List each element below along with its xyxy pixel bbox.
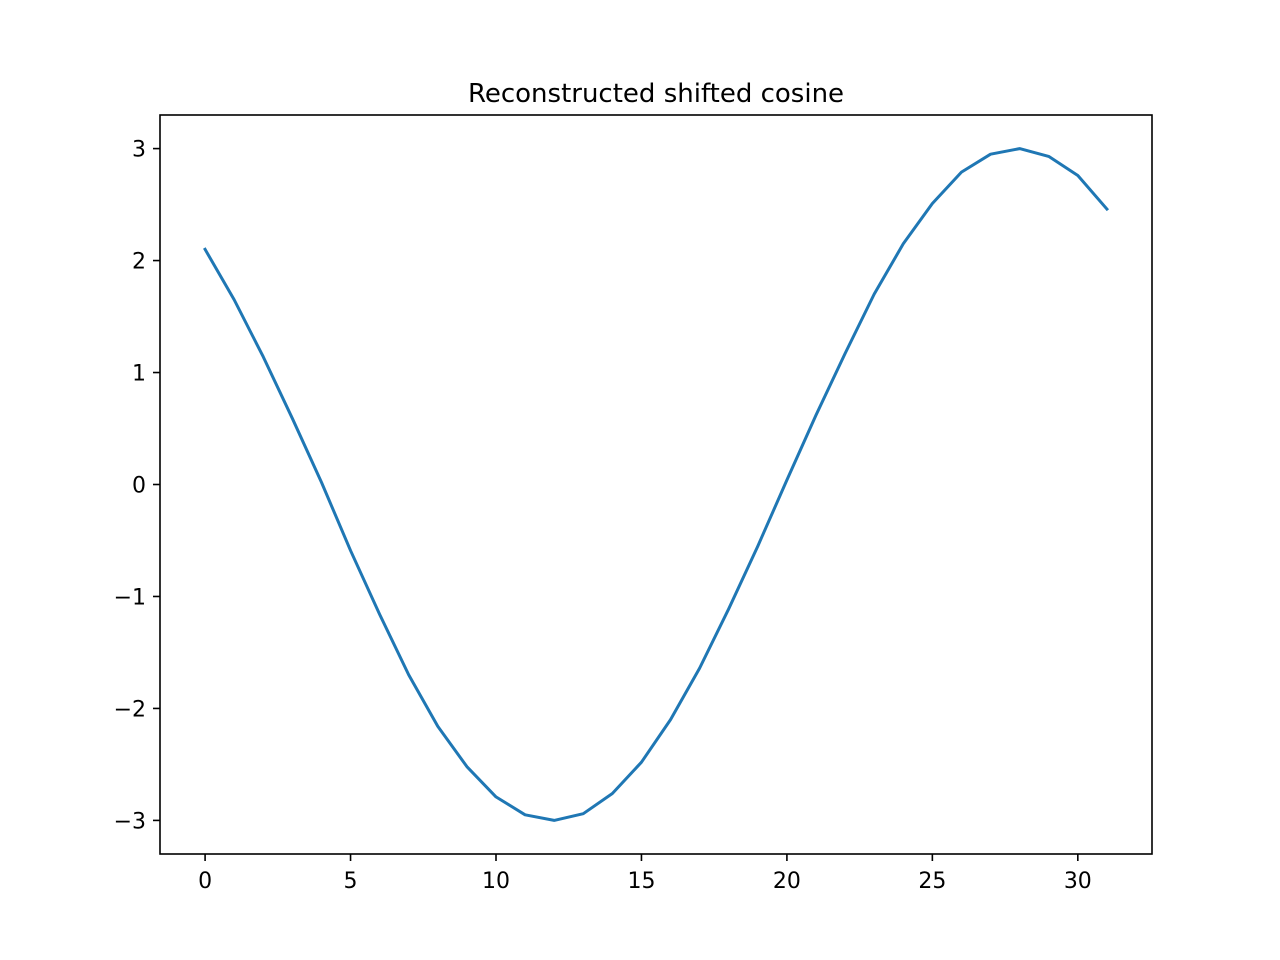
x-tick-label: 30 [1064,869,1092,894]
series-line [203,147,1110,822]
x-tick-label: 25 [918,869,946,894]
y-tick-label: −3 [114,809,146,834]
y-axis: −3 −2 −1 0 1 2 3 [114,138,160,834]
chart-title: Reconstructed shifted cosine [468,79,844,109]
x-axis: 0 5 10 15 20 25 30 [198,854,1092,894]
x-tick-label: 20 [773,869,801,894]
y-tick-label: 2 [132,250,146,275]
y-tick-label: 0 [132,474,146,499]
x-tick-label: 10 [482,869,510,894]
y-tick-label: 1 [132,362,146,387]
x-tick-label: 0 [198,869,212,894]
y-tick-label: −1 [114,585,146,610]
x-tick-label: 5 [344,869,358,894]
x-tick-label: 15 [627,869,655,894]
y-tick-label: −2 [114,697,146,722]
y-tick-label: 3 [132,138,146,163]
